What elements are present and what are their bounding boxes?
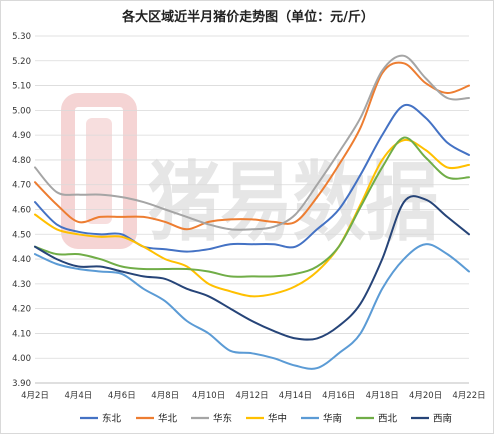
legend-label: 华东	[213, 413, 232, 425]
y-tick-label: 4.00	[12, 354, 31, 364]
legend-label: 华南	[323, 413, 342, 425]
series-lines	[34, 54, 470, 370]
y-axis-ticks: 3.90 4.00 4.10 4.20 4.30 4.40 4.50 4.60 4.70 4.80…	[12, 32, 31, 389]
x-tick-label: 4月16日	[322, 391, 355, 401]
y-tick-label: 5.10	[12, 82, 31, 92]
legend-label: 华北	[158, 413, 178, 425]
x-tick-label: 4月20日	[409, 391, 442, 401]
series-line-西北	[34, 136, 470, 278]
y-tick-label: 4.10	[12, 329, 31, 339]
watermark-logo-frame	[61, 93, 137, 249]
x-tick-label: 4月12日	[235, 391, 268, 401]
x-tick-label: 4月10日	[192, 391, 225, 401]
chart-title: 各大区域近半月猪价走势图（单位：元/斤）	[122, 10, 374, 25]
x-tick-label: 4月2日	[21, 391, 49, 401]
y-tick-label: 5.20	[12, 57, 31, 67]
y-tick-label: 3.90	[12, 379, 31, 389]
y-tick-label: 5.00	[12, 106, 31, 116]
x-tick-label: 4月18日	[366, 391, 399, 401]
y-tick-label: 4.60	[12, 206, 31, 216]
series-line-华东	[34, 54, 470, 231]
legend-label: 西北	[378, 414, 398, 425]
watermark-text: 猪易数据	[148, 153, 438, 253]
series-line-西南	[34, 195, 470, 341]
x-tick-label: 4月8日	[151, 391, 179, 401]
y-tick-label: 4.90	[12, 131, 31, 141]
y-tick-label: 4.30	[12, 280, 31, 290]
x-axis-ticks: 4月2日 4月4日 4月6日 4月8日 4月10日 4月12日 4月14日 4月16日 4月18…	[21, 391, 486, 401]
legend-label: 东北	[102, 413, 122, 425]
gridlines	[35, 35, 469, 384]
watermark-logo-core	[86, 118, 112, 224]
y-tick-label: 4.70	[12, 181, 31, 191]
series-line-华北	[34, 61, 470, 231]
x-tick-label: 4月4日	[64, 391, 92, 401]
y-tick-label: 4.50	[12, 230, 31, 240]
y-tick-label: 4.20	[12, 305, 31, 315]
series-line-东北	[34, 103, 470, 253]
y-tick-label: 4.80	[12, 156, 31, 166]
legend-label: 西南	[433, 413, 452, 425]
y-tick-label: 4.40	[12, 255, 31, 265]
legend-label: 华中	[268, 413, 287, 425]
x-tick-label: 4月22日	[452, 391, 485, 401]
legend: 东北 华北 华东 华中 华南 西北 西南	[80, 413, 452, 425]
y-tick-label: 5.30	[12, 32, 31, 42]
series-line-华南	[34, 243, 470, 370]
x-tick-label: 4月6日	[108, 391, 136, 401]
x-tick-label: 4月14日	[279, 391, 312, 401]
